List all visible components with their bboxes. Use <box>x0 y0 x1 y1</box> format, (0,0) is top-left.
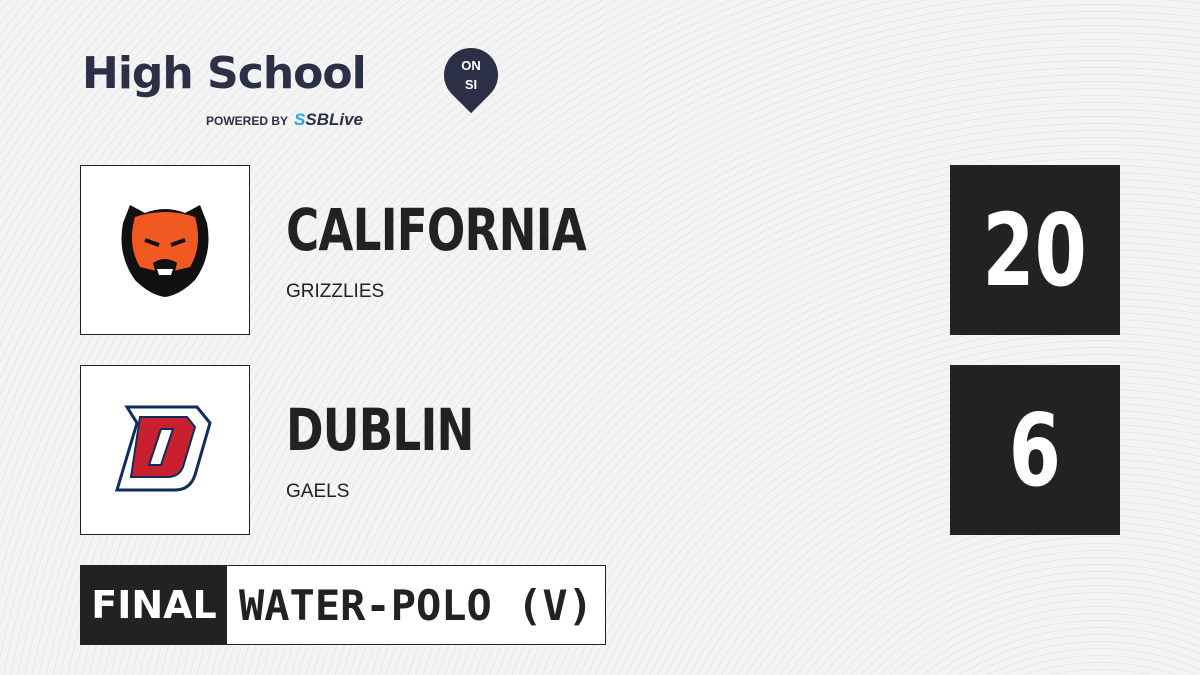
badge-bottom: SI <box>464 76 478 92</box>
powered-by-label: POWERED BY <box>206 114 289 128</box>
high-school-on-si-logo: High School ON SI POWERED BY SSBLive <box>82 36 510 129</box>
home-score-value: 20 <box>982 191 1088 309</box>
game-status-bar: FINAL WATER-POLO (V) <box>80 565 606 645</box>
away-team-score: 6 <box>950 365 1120 535</box>
away-team-logo <box>80 365 250 535</box>
grizzly-bear-icon <box>121 205 209 297</box>
sblive-logo: SSBLive <box>294 110 363 129</box>
sblive-mark: S <box>294 110 306 129</box>
powered-by: POWERED BY SSBLive <box>206 110 363 131</box>
away-team-mascot: GAELS <box>286 481 350 502</box>
brand-title: High School <box>82 48 367 99</box>
home-team-logo <box>80 165 250 335</box>
sport-label: WATER-POLO (V) <box>227 566 605 644</box>
letter-d-icon <box>115 405 212 492</box>
home-team-mascot: GRIZZLIES <box>286 281 385 302</box>
away-team-name: DUBLIN <box>286 396 474 464</box>
home-team-name: CALIFORNIA <box>286 196 587 264</box>
badge-top: ON <box>461 57 481 73</box>
sblive-text: SBLive <box>305 110 363 129</box>
on-si-badge: ON SI <box>444 50 498 100</box>
home-team-score: 20 <box>950 165 1120 335</box>
away-score-value: 6 <box>1008 391 1062 509</box>
final-status-label: FINAL <box>81 566 227 644</box>
